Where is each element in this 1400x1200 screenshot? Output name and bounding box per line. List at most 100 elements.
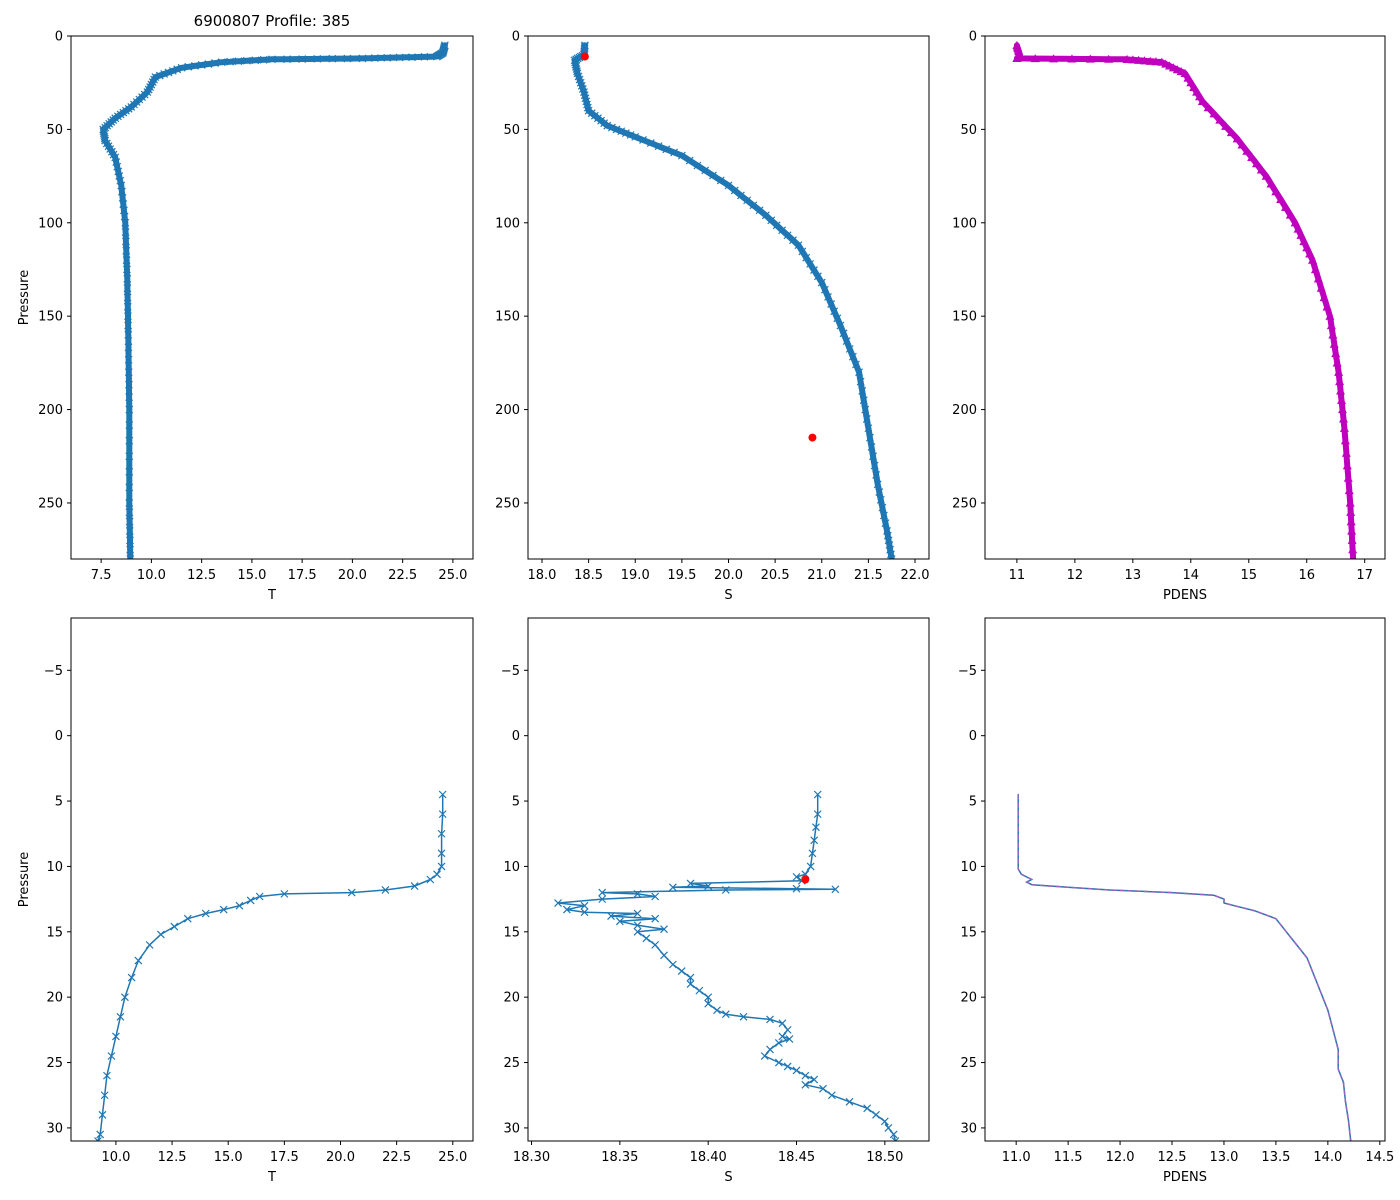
subplot-sal-full: 18.0 18.5 19.0 19.5 20.0 20.5 21.0 21.5 22.0 0 50 1… bbox=[495, 30, 930, 603]
data-point bbox=[668, 960, 677, 969]
series-line-T bbox=[100, 42, 448, 559]
data-point bbox=[830, 307, 839, 316]
data-point bbox=[880, 1117, 889, 1126]
data-point bbox=[701, 166, 710, 175]
axes-frame bbox=[984, 35, 1386, 560]
data-point bbox=[246, 896, 255, 905]
data-point bbox=[168, 66, 177, 75]
data-point bbox=[783, 1025, 792, 1034]
data-point bbox=[1197, 96, 1207, 105]
data-point bbox=[1347, 526, 1357, 535]
data-point bbox=[1326, 321, 1336, 330]
data-point bbox=[343, 54, 352, 63]
data-point bbox=[127, 973, 136, 982]
x-tick-label: 21.0 bbox=[807, 568, 836, 583]
x-tick-label: 22.5 bbox=[388, 568, 417, 583]
x-axis-label: T bbox=[267, 588, 276, 603]
data-point bbox=[251, 56, 260, 65]
x-tick-label: 11.0 bbox=[1002, 1150, 1031, 1165]
data-point bbox=[554, 899, 562, 907]
y-tick-label: 5 bbox=[512, 795, 520, 810]
data-point bbox=[792, 884, 801, 893]
y-tick-label: 5 bbox=[969, 795, 977, 810]
data-point bbox=[114, 167, 123, 176]
data-point bbox=[1247, 152, 1257, 162]
data-point bbox=[170, 922, 179, 931]
data-point bbox=[783, 1062, 792, 1071]
data-point bbox=[111, 153, 120, 162]
data-point bbox=[437, 862, 446, 871]
flag-point bbox=[801, 875, 810, 884]
y-tick-label: 150 bbox=[952, 310, 977, 325]
data-point bbox=[1271, 187, 1281, 196]
subplot-temp-full: 7.5 10.0 12.5 15.0 17.5 20.0 22.5 25.0 0 50 100 150… bbox=[17, 30, 474, 603]
data-point bbox=[1329, 339, 1339, 348]
y-tick-label: 10 bbox=[503, 860, 520, 875]
x-tick-label: 12.5 bbox=[1158, 1150, 1187, 1165]
y-tick-label: 50 bbox=[960, 123, 977, 138]
data-point bbox=[819, 1084, 827, 1093]
y-tick-label: 200 bbox=[952, 403, 977, 418]
data-point bbox=[792, 872, 801, 881]
data-point bbox=[383, 53, 392, 62]
x-tick-label: 22.5 bbox=[382, 1150, 411, 1165]
data-point bbox=[668, 883, 677, 892]
data-point bbox=[778, 1019, 787, 1028]
data-point bbox=[126, 555, 135, 559]
data-point bbox=[1299, 236, 1309, 246]
data-point bbox=[112, 158, 121, 167]
data-point bbox=[94, 1137, 102, 1141]
data-point bbox=[677, 151, 686, 160]
data-point bbox=[598, 888, 607, 897]
data-point bbox=[1348, 545, 1358, 554]
data-point bbox=[1308, 255, 1318, 264]
data-point bbox=[836, 321, 845, 330]
data-point bbox=[869, 452, 877, 461]
data-point bbox=[1302, 243, 1312, 252]
data-point bbox=[615, 917, 624, 926]
data-point bbox=[1319, 293, 1329, 302]
y-tick-label: 0 bbox=[512, 729, 520, 744]
data-point bbox=[124, 312, 132, 321]
data-point bbox=[866, 433, 874, 442]
data-point bbox=[437, 829, 446, 838]
data-point bbox=[801, 1071, 810, 1080]
x-tick-label: 13.0 bbox=[1209, 1150, 1238, 1165]
data-point bbox=[125, 508, 134, 517]
data-point bbox=[884, 1124, 893, 1132]
x-tick-label: 18.0 bbox=[528, 568, 557, 583]
data-point bbox=[670, 148, 679, 157]
data-point bbox=[116, 1012, 125, 1021]
data-point bbox=[1293, 224, 1303, 233]
data-point bbox=[774, 1058, 783, 1067]
data-point bbox=[1067, 54, 1077, 63]
data-point bbox=[1334, 367, 1344, 376]
data-point bbox=[633, 889, 642, 898]
axes-frame bbox=[70, 617, 474, 1142]
x-tick-label: 20.0 bbox=[338, 568, 367, 583]
series-line-PDENS bbox=[1013, 42, 1357, 559]
data-point bbox=[778, 1032, 787, 1041]
data-point bbox=[120, 212, 129, 221]
data-point bbox=[183, 914, 192, 923]
data-point bbox=[1266, 179, 1276, 188]
x-tick-label: 15.0 bbox=[237, 568, 266, 583]
y-tick-label: 30 bbox=[960, 1121, 977, 1136]
data-point bbox=[785, 1035, 794, 1043]
data-point bbox=[760, 1052, 769, 1060]
series-line-dashed-PDENS bbox=[1017, 794, 1352, 1141]
data-point bbox=[117, 187, 126, 196]
data-point bbox=[1335, 377, 1345, 386]
data-point bbox=[235, 901, 244, 910]
data-point bbox=[794, 241, 803, 250]
data-point bbox=[1337, 395, 1347, 404]
data-point bbox=[633, 909, 642, 918]
x-tick-label: 12.5 bbox=[187, 568, 216, 583]
data-point bbox=[743, 196, 752, 205]
data-point bbox=[1338, 414, 1348, 423]
plot-area bbox=[554, 790, 900, 1141]
data-point bbox=[1346, 507, 1356, 516]
data-point bbox=[801, 1080, 810, 1089]
data-point bbox=[1285, 210, 1295, 219]
